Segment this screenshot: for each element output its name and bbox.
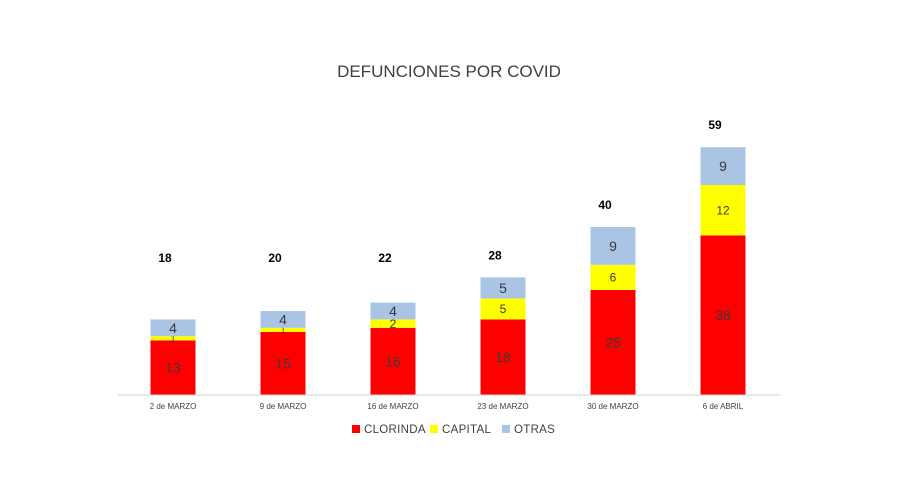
total-label-6-de-abril: 59 — [708, 118, 722, 132]
data-label-capital-30-de-marzo: 6 — [610, 271, 617, 285]
total-label-9-de-marzo: 20 — [268, 251, 282, 265]
bar-clorinda-23-de-marzo — [480, 319, 526, 395]
category-label-16-de-marzo: 16 de MARZO — [367, 402, 418, 411]
data-label-clorinda-6-de-abril: 38 — [715, 307, 731, 323]
bar-clorinda-9-de-marzo — [260, 332, 306, 395]
data-label-otras-16-de-marzo: 4 — [389, 303, 397, 319]
category-label-9-de-marzo: 9 de MARZO — [260, 402, 307, 411]
data-label-capital-6-de-abril: 12 — [716, 204, 730, 218]
category-label-30-de-marzo: 30 de MARZO — [587, 402, 638, 411]
bar-clorinda-6-de-abril — [700, 235, 746, 395]
category-label-2-de-marzo: 2 de MARZO — [150, 402, 197, 411]
data-label-capital-23-de-marzo: 5 — [500, 302, 507, 316]
legend: CLORINDA CAPITAL OTRAS — [352, 424, 555, 436]
bar-clorinda-2-de-marzo — [150, 340, 196, 395]
bar-capital-30-de-marzo — [590, 264, 636, 290]
bar-clorinda-16-de-marzo — [370, 327, 416, 395]
data-label-otras-23-de-marzo: 5 — [499, 280, 507, 296]
bar-otras-23-de-marzo — [480, 277, 526, 299]
bar-otras-16-de-marzo — [370, 302, 416, 320]
bar-otras-9-de-marzo — [260, 311, 306, 328]
data-label-otras-6-de-abril: 9 — [719, 158, 727, 174]
total-label-16-de-marzo: 22 — [378, 251, 392, 265]
category-label-23-de-marzo: 23 de MARZO — [477, 402, 528, 411]
total-label-30-de-marzo: 40 — [598, 198, 612, 212]
legend-label-otras: OTRAS — [514, 424, 555, 436]
legend-label-clorinda: CLORINDA — [364, 424, 426, 436]
bar-otras-6-de-abril — [700, 147, 746, 185]
data-label-clorinda-9-de-marzo: 15 — [275, 356, 291, 372]
total-label-23-de-marzo: 28 — [488, 248, 502, 262]
legend-swatch-otras — [502, 425, 510, 433]
chart-title: DEFUNCIONES POR COVID — [337, 62, 561, 81]
bar-capital-23-de-marzo — [480, 298, 526, 320]
data-label-capital-9-de-marzo: 1 — [280, 325, 285, 335]
bar-otras-2-de-marzo — [150, 319, 196, 337]
legend-swatch-clorinda — [352, 425, 360, 433]
bar-capital-16-de-marzo — [370, 319, 416, 328]
legend-label-capital: CAPITAL — [442, 424, 491, 436]
data-label-clorinda-23-de-marzo: 18 — [495, 349, 511, 365]
total-label-2-de-marzo: 18 — [158, 251, 172, 265]
data-label-capital-16-de-marzo: 2 — [390, 317, 397, 331]
data-label-otras-9-de-marzo: 4 — [279, 311, 287, 327]
bar-capital-2-de-marzo — [150, 336, 196, 341]
bar-capital-6-de-abril — [700, 185, 746, 236]
data-label-clorinda-16-de-marzo: 16 — [385, 353, 401, 369]
category-labels: 2 de MARZO 9 de MARZO 16 de MARZO 23 de MAR… — [150, 402, 744, 411]
data-label-otras-2-de-marzo: 4 — [169, 320, 177, 336]
bar-otras-30-de-marzo — [590, 227, 636, 265]
data-label-otras-30-de-marzo: 9 — [609, 238, 617, 254]
category-label-6-de-abril: 6 de ABRIL — [703, 402, 744, 411]
legend-swatch-capital — [430, 425, 438, 433]
bar-clorinda-30-de-marzo — [590, 290, 636, 395]
data-label-clorinda-30-de-marzo: 25 — [605, 335, 621, 351]
bar-capital-9-de-marzo — [260, 327, 306, 332]
data-label-clorinda-2-de-marzo: 13 — [165, 360, 181, 376]
data-label-capital-2-de-marzo: 1 — [170, 334, 175, 344]
